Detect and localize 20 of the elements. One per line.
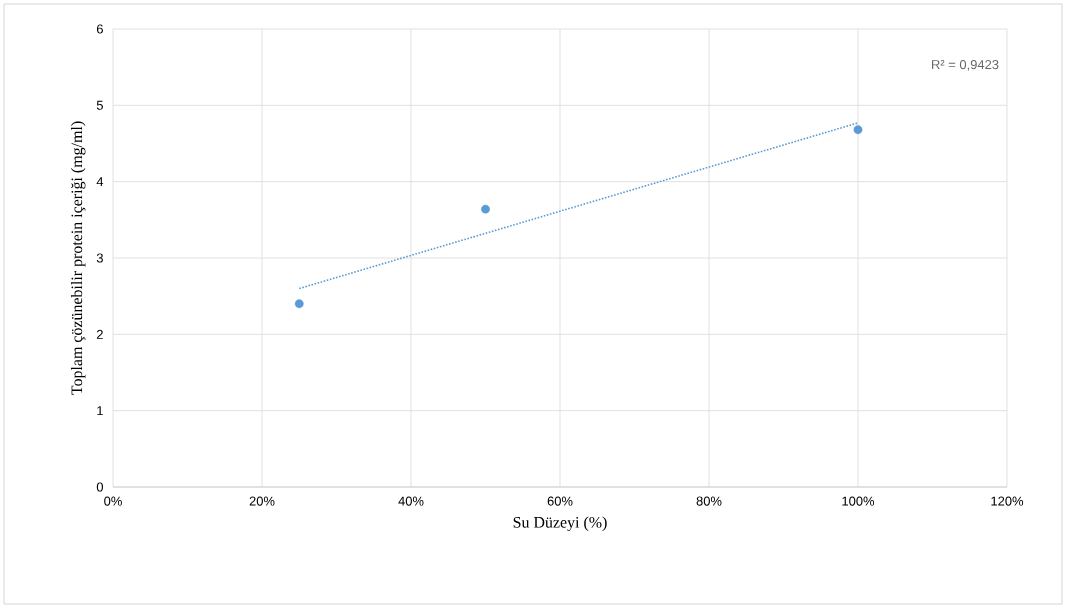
y-tick-label: 3 [96, 253, 103, 263]
x-tick-label: 20% [249, 496, 275, 506]
y-axis-title: Toplam çözünebilir protein içeriği (mg/ml) [70, 121, 86, 395]
x-tick-label: 40% [398, 496, 424, 506]
y-tick-label: 0 [96, 482, 103, 492]
point [294, 299, 304, 309]
annotation: R² = 0,9423 [932, 59, 999, 71]
y-tick-label: 6 [96, 24, 103, 34]
x-tick-label: 100% [842, 496, 875, 506]
x-tick-label: 80% [696, 496, 722, 506]
y-tick-label: 1 [97, 406, 103, 416]
point [481, 204, 490, 214]
x-axis-title: Su Düzeyi (%) [513, 516, 607, 531]
x-tick-label: 0% [104, 496, 122, 506]
y-tick-label: 5 [96, 100, 103, 110]
x-tick-label: 120% [991, 496, 1024, 506]
point [853, 125, 863, 135]
y-tick-label: 4 [96, 177, 104, 187]
y-tick-label: 2 [96, 329, 103, 339]
x-tick-label: 60% [547, 496, 573, 506]
